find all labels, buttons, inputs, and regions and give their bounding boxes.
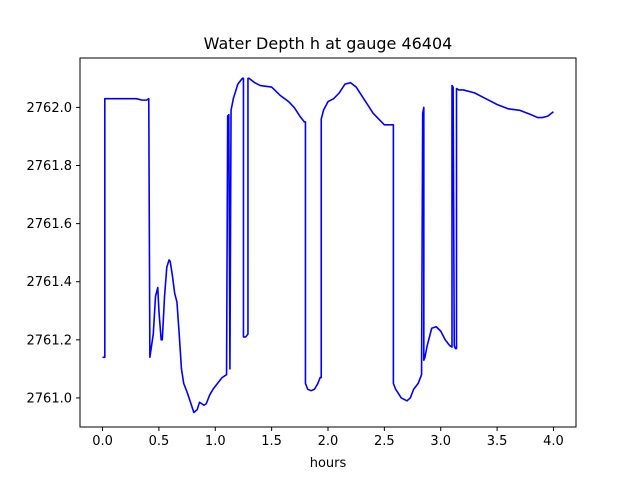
y-axis: 2761.0 2761.2 2761.4 2761.6 2761.8 2762.0 <box>27 101 80 406</box>
x-tick-label: 1.0 <box>205 434 226 449</box>
x-tick-label: 0.0 <box>92 434 113 449</box>
y-tick-label: 2761.4 <box>27 275 73 290</box>
y-tick-label: 2761.8 <box>27 159 73 174</box>
x-tick-label: 4.0 <box>543 434 564 449</box>
x-axis: 0.0 0.5 1.0 1.5 2.0 2.5 3.0 3.5 4.0 <box>92 427 564 449</box>
x-tick-label: 2.0 <box>318 434 339 449</box>
series-line <box>102 77 554 414</box>
x-tick-label: 3.5 <box>487 434 508 449</box>
y-tick-label: 2761.0 <box>27 391 73 406</box>
x-axis-label: hours <box>310 456 347 471</box>
y-tick-label: 2761.6 <box>27 217 73 232</box>
x-tick-label: 2.5 <box>374 434 395 449</box>
x-tick-label: 3.0 <box>430 434 451 449</box>
x-tick-label: 0.5 <box>149 434 170 449</box>
y-tick-label: 2762.0 <box>27 101 73 116</box>
chart-title: Water Depth h at gauge 46404 <box>204 34 453 53</box>
plot-area-frame <box>79 57 577 428</box>
series-layer <box>102 77 554 414</box>
x-tick-label: 1.5 <box>261 434 282 449</box>
y-tick-label: 2761.2 <box>27 333 73 348</box>
